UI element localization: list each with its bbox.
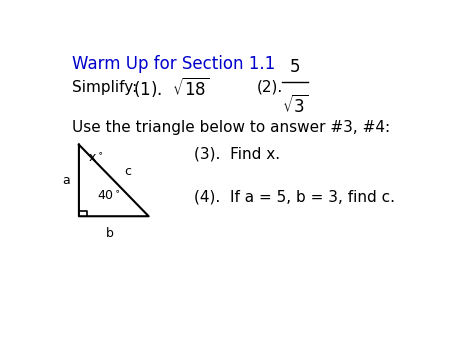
Text: c: c bbox=[124, 165, 131, 178]
Text: (2).: (2). bbox=[257, 80, 283, 95]
Text: (4).  If a = 5, b = 3, find c.: (4). If a = 5, b = 3, find c. bbox=[194, 189, 395, 204]
Text: (1).  $\sqrt{18}$: (1). $\sqrt{18}$ bbox=[133, 75, 209, 99]
Text: Use the triangle below to answer #3, #4:: Use the triangle below to answer #3, #4: bbox=[72, 120, 390, 135]
Text: Simplify:: Simplify: bbox=[72, 80, 137, 95]
Text: (3).  Find x.: (3). Find x. bbox=[194, 146, 280, 161]
Text: $\sqrt{3}$: $\sqrt{3}$ bbox=[282, 95, 308, 117]
Text: b: b bbox=[106, 227, 114, 240]
Text: x$^\circ$: x$^\circ$ bbox=[88, 152, 104, 165]
Text: 40$^\circ$: 40$^\circ$ bbox=[97, 190, 121, 203]
Text: a: a bbox=[62, 174, 69, 187]
Text: 5: 5 bbox=[290, 58, 301, 76]
Text: Warm Up for Section 1.1: Warm Up for Section 1.1 bbox=[72, 55, 275, 73]
